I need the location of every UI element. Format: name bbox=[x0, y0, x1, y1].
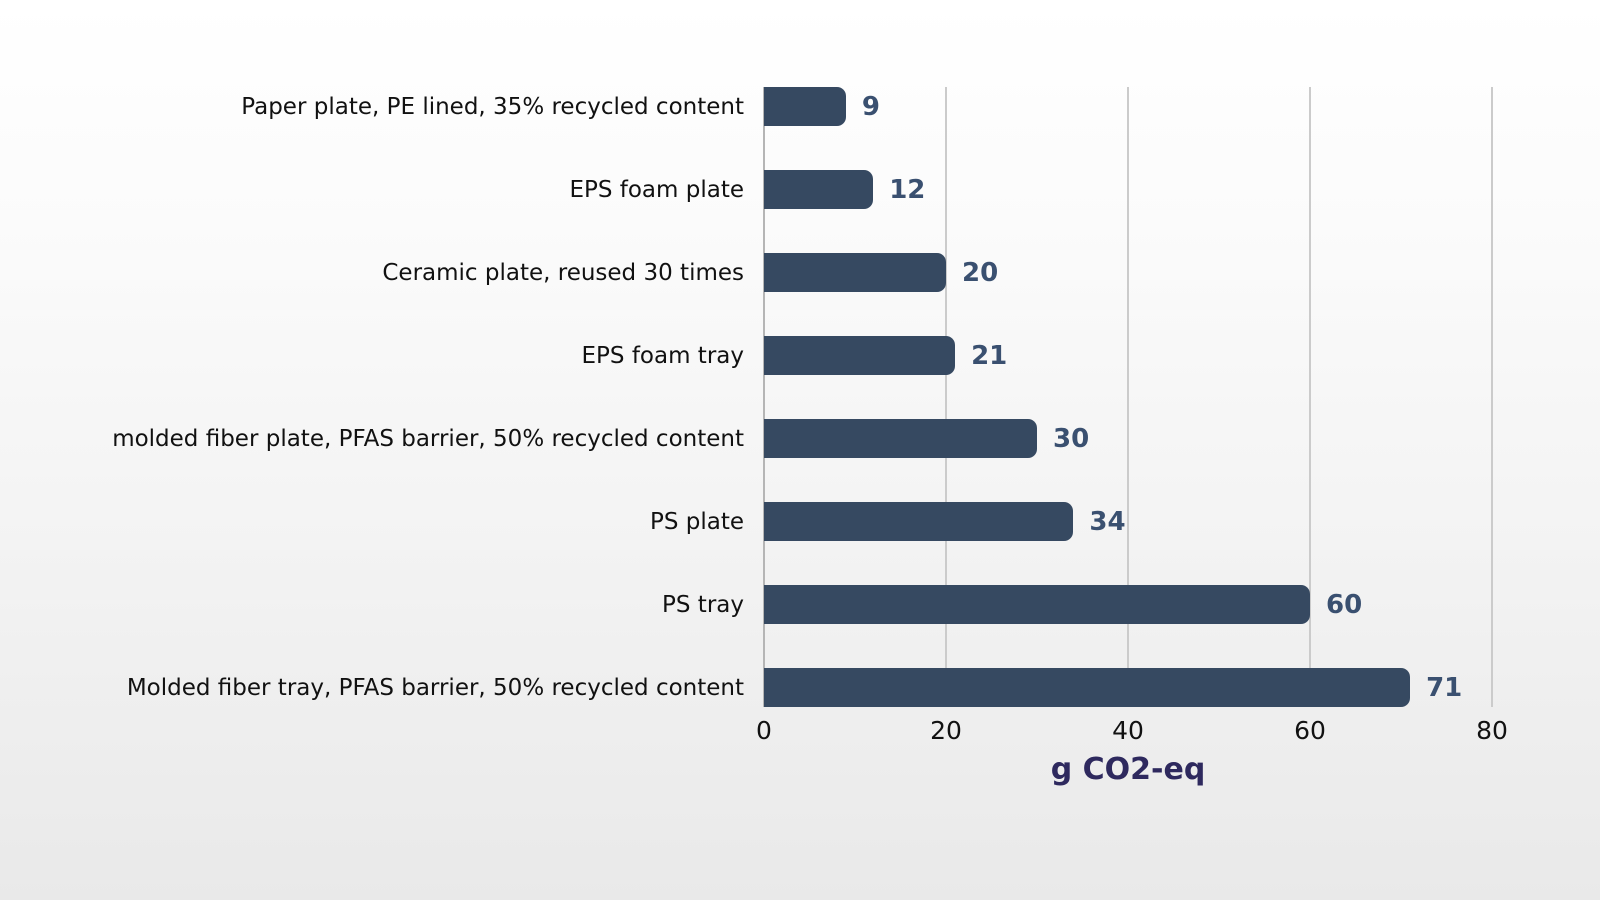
bar bbox=[764, 419, 1037, 458]
x-tick-label: 20 bbox=[930, 716, 962, 745]
category-label: EPS foam plate bbox=[569, 176, 744, 203]
bar-row: Ceramic plate, reused 30 times 20 bbox=[0, 231, 1600, 314]
bar bbox=[764, 253, 946, 292]
value-label: 60 bbox=[1326, 589, 1363, 620]
value-label: 71 bbox=[1426, 672, 1463, 703]
bar-row: PS plate 34 bbox=[0, 480, 1600, 563]
value-label: 12 bbox=[889, 174, 926, 205]
gridline bbox=[1127, 87, 1129, 707]
gridline bbox=[1309, 87, 1311, 707]
bar-rows: Paper plate, PE lined, 35% recycled cont… bbox=[0, 65, 1600, 729]
bar-area: 9 bbox=[764, 87, 1492, 126]
bar-area: 60 bbox=[764, 585, 1492, 624]
bar-row: EPS foam tray 21 bbox=[0, 314, 1600, 397]
x-axis: 0 20 40 60 80 bbox=[756, 716, 1508, 748]
x-axis-title: g CO2-eq bbox=[1050, 752, 1206, 787]
bar-row: PS tray 60 bbox=[0, 563, 1600, 646]
value-label: 20 bbox=[962, 257, 999, 288]
bar-row: Paper plate, PE lined, 35% recycled cont… bbox=[0, 65, 1600, 148]
bar-area: 12 bbox=[764, 170, 1492, 209]
gridline bbox=[1491, 87, 1493, 707]
bar bbox=[764, 585, 1310, 624]
bar-row: molded fiber plate, PFAS barrier, 50% re… bbox=[0, 397, 1600, 480]
y-axis-line bbox=[763, 87, 765, 707]
bar-area: 30 bbox=[764, 419, 1492, 458]
category-label: Ceramic plate, reused 30 times bbox=[382, 259, 744, 286]
category-label: Paper plate, PE lined, 35% recycled cont… bbox=[241, 93, 744, 120]
bar bbox=[764, 502, 1074, 541]
x-tick-label: 40 bbox=[1112, 716, 1144, 745]
bar bbox=[764, 668, 1411, 707]
value-label: 9 bbox=[861, 91, 880, 122]
bar-row: EPS foam plate 12 bbox=[0, 148, 1600, 231]
bar bbox=[764, 336, 956, 375]
bar-area: 71 bbox=[764, 668, 1492, 707]
category-label: Molded fiber tray, PFAS barrier, 50% rec… bbox=[126, 674, 744, 701]
value-label: 34 bbox=[1089, 506, 1126, 537]
category-label: PS tray bbox=[662, 591, 744, 618]
bar-area: 34 bbox=[764, 502, 1492, 541]
value-label: 30 bbox=[1053, 423, 1090, 454]
category-label: molded fiber plate, PFAS barrier, 50% re… bbox=[112, 425, 744, 452]
x-tick-label: 0 bbox=[756, 716, 772, 745]
bar-area: 21 bbox=[764, 336, 1492, 375]
gridline-layer bbox=[763, 87, 1493, 707]
bar bbox=[764, 170, 874, 209]
x-tick-label: 80 bbox=[1476, 716, 1508, 745]
bar bbox=[764, 87, 846, 126]
value-label: 21 bbox=[971, 340, 1008, 371]
bar-row: Molded fiber tray, PFAS barrier, 50% rec… bbox=[0, 646, 1600, 729]
x-tick-label: 60 bbox=[1294, 716, 1326, 745]
category-label: PS plate bbox=[649, 508, 744, 535]
bar-area: 20 bbox=[764, 253, 1492, 292]
category-label: EPS foam tray bbox=[581, 342, 744, 369]
gridline bbox=[945, 87, 947, 707]
